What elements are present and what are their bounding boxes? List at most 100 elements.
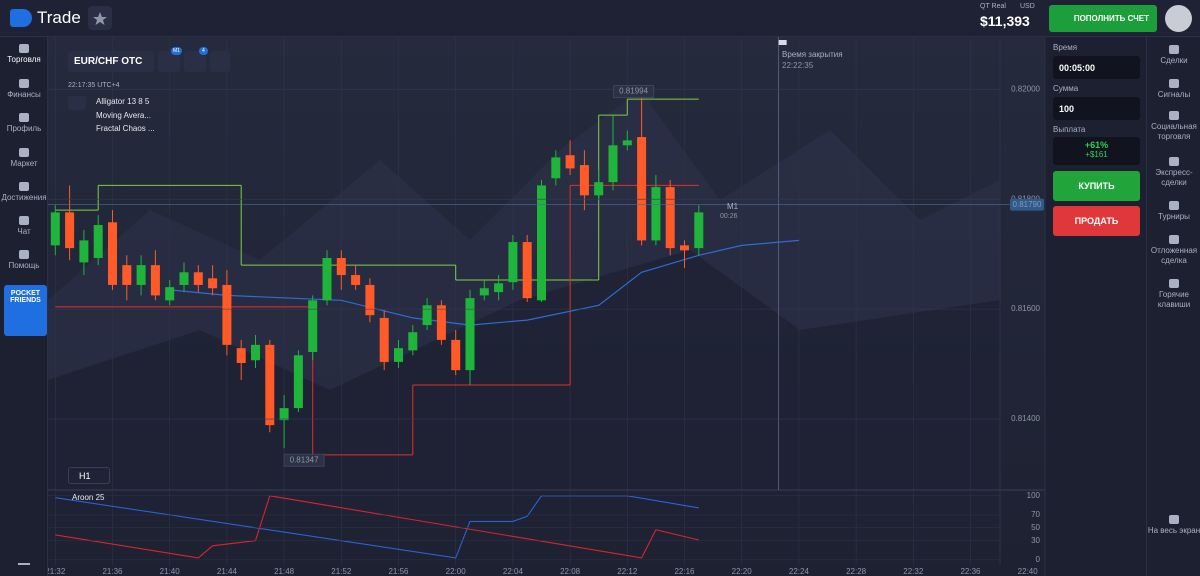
candle-body [579, 165, 589, 196]
indicator-name[interactable]: Alligator 13 8 5 [96, 97, 150, 106]
nav-label: Профиль [6, 124, 42, 133]
y-tick-label: 0 [1036, 555, 1041, 564]
x-tick-label: 22:12 [617, 567, 638, 576]
candle-body [494, 283, 504, 293]
max-label-box [613, 85, 655, 99]
candle-body [251, 344, 260, 361]
candle-body [150, 265, 160, 296]
candle-body [108, 222, 117, 285]
candle-body [508, 242, 518, 283]
x-tick-label: 21:48 [274, 567, 295, 576]
deposit-button[interactable]: ПОПОЛНИТЬ СЧЕТ [1049, 5, 1157, 32]
payout-percent: +61% [1084, 140, 1109, 150]
timeframe-button[interactable] [158, 51, 180, 72]
amount-input[interactable]: 100 [1053, 97, 1140, 120]
nav-help[interactable]: Помощь [0, 250, 48, 270]
expiry-flag [778, 40, 787, 45]
star-icon [93, 12, 107, 25]
payout-label: Выплата [1053, 125, 1086, 134]
nav-label: Помощь [8, 261, 40, 270]
nav-social[interactable]: Социальная торговля [1147, 111, 1200, 142]
nav-fullscreen[interactable]: На весь экран [1147, 515, 1200, 536]
candle-body [665, 187, 675, 249]
candle-body [637, 137, 647, 241]
collapse-indicators[interactable] [68, 96, 86, 110]
candle-body [79, 240, 89, 263]
time-label: Время [1053, 43, 1078, 52]
y-tick-label: 0.81400 [1011, 414, 1040, 423]
avatar[interactable] [1165, 5, 1192, 32]
candle-body [522, 242, 532, 299]
candle-body [308, 300, 318, 353]
nav-chat[interactable]: Чат [0, 216, 48, 236]
candle-body [336, 258, 346, 276]
nav-profile[interactable]: Профиль [0, 113, 48, 133]
max-price-label: 0.81994 [619, 87, 648, 96]
min-label-box [283, 453, 325, 467]
candle-body [236, 348, 246, 364]
x-tick-label: 21:56 [388, 567, 409, 576]
nav-label: Горячие клавиши [1157, 290, 1191, 309]
nav-label: Сигналы [1157, 90, 1191, 99]
nav-tournaments[interactable]: Турниры [1147, 201, 1200, 222]
nav-trading[interactable]: Торговля [0, 44, 48, 64]
nav-trades[interactable]: Сделки [1147, 45, 1200, 66]
candle-body [365, 284, 375, 316]
candle-body [265, 344, 275, 426]
amount-label: Сумма [1053, 84, 1079, 93]
current-price-box [1010, 198, 1044, 211]
asset-selector[interactable]: EUR/CHF OTC [68, 51, 154, 72]
buy-button[interactable]: КУПИТЬ [1053, 171, 1140, 201]
promo-banner[interactable]: POCKET FRIENDS [4, 285, 47, 336]
y-tick-label: 0.81600 [1011, 304, 1040, 313]
nav-signals[interactable]: Сигналы [1147, 79, 1200, 100]
nav-hotkeys[interactable]: Горячие клавиши [1147, 279, 1200, 310]
x-tick-label: 22:36 [960, 567, 981, 576]
candle-body [594, 182, 604, 196]
mountain-backdrop [48, 250, 1000, 490]
candle-body [279, 408, 289, 421]
nav-finance[interactable]: Финансы [0, 79, 48, 99]
aroon-label[interactable]: Aroon 25 [72, 493, 105, 502]
indicator-name[interactable]: Moving Avera... [96, 111, 151, 120]
expiry-time: 22:22:35 [782, 61, 814, 70]
moving-average [169, 239, 799, 326]
account-type[interactable]: QT Real [980, 3, 1006, 10]
nav-express[interactable]: Экспресс-сделки [1147, 157, 1200, 188]
timeframe-badge: M1 [171, 47, 182, 55]
nav-market[interactable]: Маркет [0, 148, 48, 168]
candle-body [408, 332, 418, 351]
candle-body [293, 355, 303, 409]
nav-achievements[interactable]: Достижения [0, 182, 48, 202]
x-tick-label: 22:04 [503, 567, 524, 576]
candle-body [193, 272, 203, 285]
time-input[interactable]: 00:05:00 [1053, 56, 1140, 79]
x-tick-label: 22:08 [560, 567, 581, 576]
logo: Trade [37, 8, 81, 27]
y-tick-label: 70 [1031, 510, 1040, 519]
candle-body [694, 212, 704, 249]
x-tick-label: 21:52 [331, 567, 352, 576]
nav-label: Достижения [1, 193, 47, 202]
candle-body [379, 317, 389, 362]
candle-body [50, 212, 60, 246]
favorite-button[interactable] [88, 6, 112, 30]
period-button[interactable]: H1 [68, 467, 110, 484]
sell-button[interactable]: ПРОДАТЬ [1053, 206, 1140, 236]
y-tick-label: 30 [1031, 536, 1040, 545]
nav-pending[interactable]: Отложенная сделка [1147, 235, 1200, 266]
y-tick-label: 50 [1031, 523, 1040, 532]
drawing-button[interactable] [210, 51, 230, 72]
candle-body [608, 145, 618, 183]
payout-box: +61% +$161 [1053, 137, 1140, 165]
indicator-name[interactable]: Fractal Chaos ... [96, 124, 155, 133]
collapse-button[interactable] [18, 563, 30, 565]
candle-body [208, 278, 218, 289]
x-tick-label: 22:32 [903, 567, 924, 576]
nav-label: Финансы [7, 90, 41, 99]
candle-body [622, 140, 632, 146]
indicators-button[interactable] [184, 51, 206, 72]
candle-body [122, 265, 132, 285]
balance[interactable]: $11,393 [980, 13, 1030, 29]
